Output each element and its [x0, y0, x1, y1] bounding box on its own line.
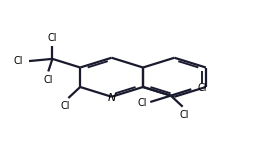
- Text: Cl: Cl: [61, 101, 70, 111]
- Text: Cl: Cl: [180, 110, 189, 120]
- Text: Cl: Cl: [13, 56, 23, 66]
- Text: Cl: Cl: [44, 75, 53, 85]
- Text: Cl: Cl: [198, 83, 207, 93]
- Text: N: N: [107, 93, 116, 103]
- Text: Cl: Cl: [48, 33, 57, 43]
- Text: Cl: Cl: [138, 98, 147, 108]
